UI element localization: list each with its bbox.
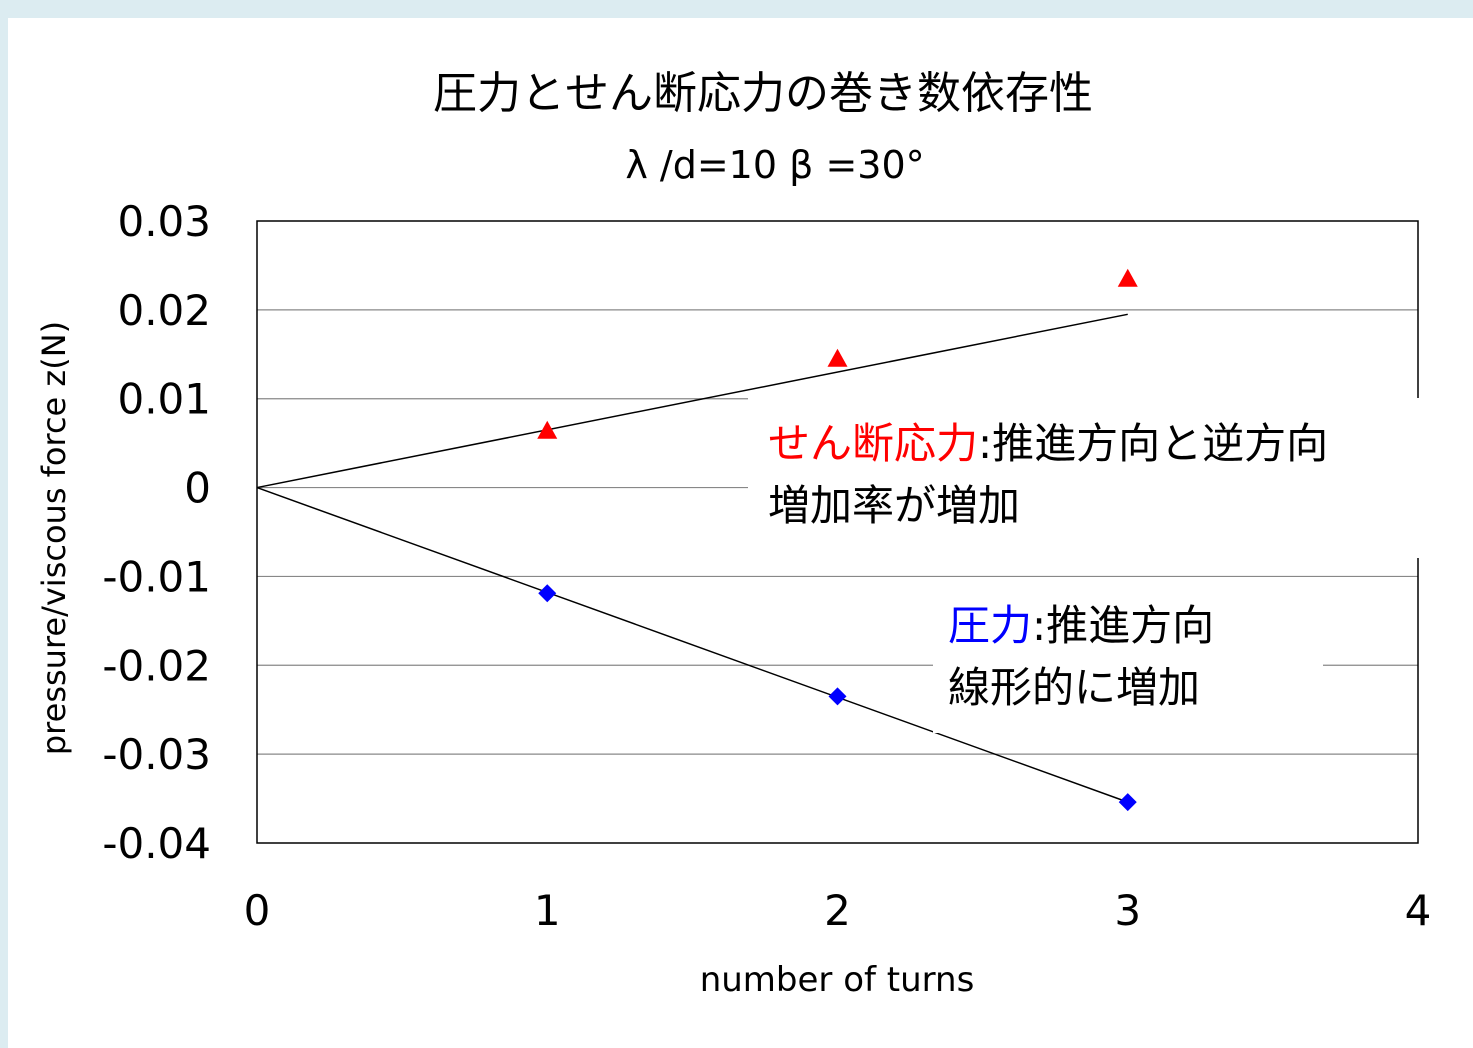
annotation-pressure-rest: :推進方向 bbox=[1032, 601, 1214, 650]
annotation-bg-shear bbox=[748, 398, 1473, 558]
x-tick-label: 2 bbox=[824, 886, 851, 935]
trendline bbox=[256, 313, 1128, 489]
x-tick-label: 1 bbox=[534, 886, 561, 935]
chart-panel: 圧力とせん断応力の巻き数依存性 λ /d=10 β =30° 0.03 0.02 0… bbox=[8, 18, 1473, 1048]
chart: 圧力とせん断応力の巻き数依存性 λ /d=10 β =30° 0.030.020… bbox=[35, 68, 1473, 1000]
y-tick-label: 0.02 bbox=[117, 286, 211, 335]
x-axis-label: number of turns bbox=[700, 960, 975, 1000]
annotation-shear-line1: せん断応力:推進方向と逆方向 bbox=[768, 419, 1328, 468]
data-markers bbox=[537, 268, 1138, 812]
data-point-diamond bbox=[1118, 793, 1137, 812]
y-tick-label: -0.02 bbox=[102, 641, 211, 690]
trend-lines bbox=[256, 313, 1129, 803]
annotation-shear-line2: 増加率が増加 bbox=[768, 481, 1020, 530]
annotation-shear-colored: せん断応力 bbox=[768, 419, 978, 468]
data-point-diamond bbox=[538, 584, 557, 603]
annotation-shear-rest: :推進方向と逆方向 bbox=[978, 419, 1328, 468]
y-tick-label: -0.04 bbox=[102, 819, 211, 868]
y-tick-labels: 0.03 0.02 0.01 0 -0.01 -0.02 -0.03 -0.04 bbox=[102, 197, 211, 868]
y-axis-label: pressure/viscous force z(N) bbox=[35, 321, 73, 755]
x-tick-label: 3 bbox=[1114, 886, 1141, 935]
y-tick-label: 0 bbox=[184, 464, 211, 513]
annotation-pressure-line2: 線形的に増加 bbox=[948, 663, 1200, 712]
y-tick-label: 0.03 bbox=[117, 197, 211, 246]
data-point-triangle bbox=[1117, 268, 1138, 287]
annotation-bg-pressure bbox=[933, 593, 1323, 733]
data-point-triangle bbox=[827, 348, 848, 367]
y-tick-label: -0.03 bbox=[102, 730, 211, 779]
x-tick-label: 4 bbox=[1405, 886, 1432, 935]
data-point-diamond bbox=[828, 687, 847, 706]
y-tick-label: -0.01 bbox=[102, 552, 211, 601]
chart-title: 圧力とせん断応力の巻き数依存性 bbox=[433, 68, 1093, 119]
chart-subtitle: λ /d=10 β =30° bbox=[625, 143, 924, 187]
y-tick-label: 0.01 bbox=[117, 375, 211, 424]
trendline bbox=[256, 486, 1129, 803]
annotation-pressure-line1: 圧力:推進方向 bbox=[948, 601, 1214, 650]
annotation-pressure-colored: 圧力 bbox=[948, 601, 1032, 650]
data-point-triangle bbox=[537, 420, 558, 439]
x-tick-label: 0 bbox=[244, 886, 271, 935]
x-tick-labels: 0 1 2 3 4 bbox=[244, 886, 1432, 935]
